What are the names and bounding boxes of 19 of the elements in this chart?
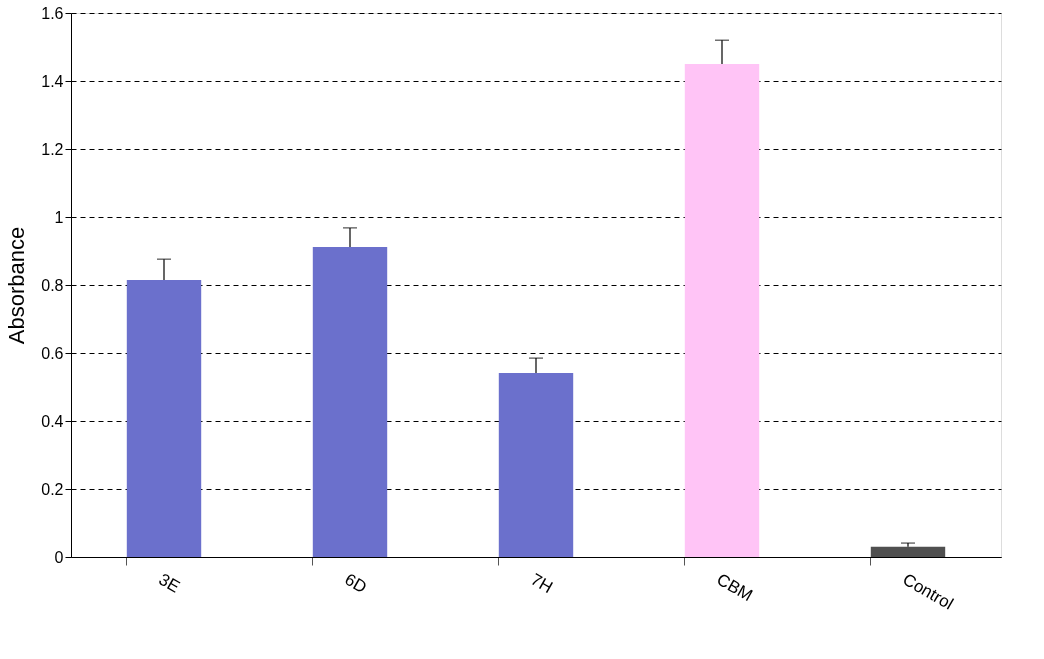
bar	[126, 279, 202, 557]
x-tick-label: 6D	[341, 569, 370, 598]
y-tick-label: 0.4	[41, 412, 64, 430]
x-tick-label: 7H	[527, 569, 556, 598]
x-tick-label: CBM	[713, 569, 756, 606]
bar	[684, 64, 760, 557]
y-tick-label: 1	[54, 208, 64, 226]
y-tick-label: 0.2	[41, 480, 64, 498]
y-tick-label: 1.6	[41, 4, 64, 22]
y-tick-label: 0	[54, 548, 64, 566]
y-tick-label: 1.4	[41, 72, 64, 90]
bar	[870, 546, 946, 557]
y-tick-label: 0.6	[41, 344, 64, 362]
y-tick-label: 1.2	[41, 140, 64, 158]
y-tick-label: 0.8	[41, 276, 64, 294]
bar	[312, 246, 388, 557]
y-axis-title: Absorbance	[4, 226, 30, 345]
x-tick-label: 3E	[155, 569, 184, 597]
bar	[498, 373, 574, 557]
